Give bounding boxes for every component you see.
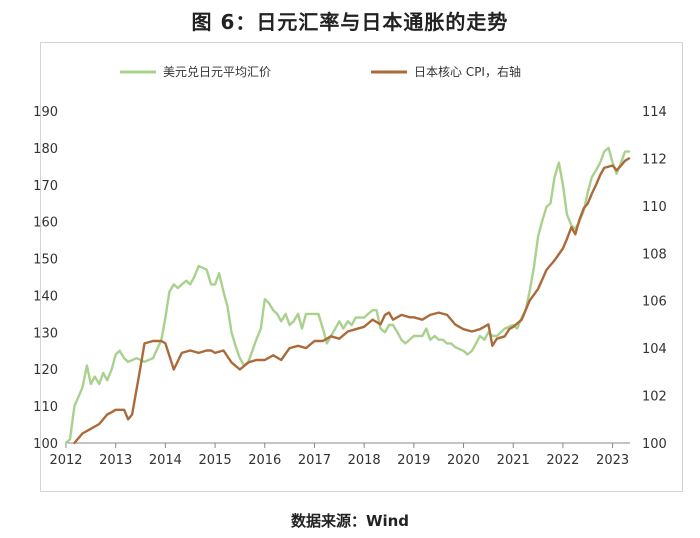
x-tick-label: 2016 (248, 453, 281, 468)
y-right-tick-label: 112 (642, 152, 667, 167)
x-tick-label: 2023 (596, 453, 629, 468)
legend-label-core-cpi: 日本核心 CPI，右轴 (414, 64, 521, 79)
y-right-tick-label: 110 (642, 200, 667, 215)
x-tick-label: 2018 (348, 453, 381, 468)
y-left-tick-label: 140 (33, 289, 58, 304)
y-left-tick-label: 100 (33, 437, 58, 452)
series-line-core-cpi (73, 157, 631, 445)
y-left-tick-label: 180 (33, 142, 58, 157)
x-tick-label: 2019 (397, 453, 430, 468)
y-right-tick-label: 106 (642, 295, 667, 310)
x-tick-label: 2015 (199, 453, 232, 468)
y-left-tick-label: 160 (33, 216, 58, 231)
x-tick-label: 2017 (298, 453, 331, 468)
y-left-tick-label: 120 (33, 363, 58, 378)
x-tick-label: 2014 (149, 453, 182, 468)
x-tick-label: 2021 (497, 453, 530, 468)
x-tick-label: 2020 (447, 453, 480, 468)
x-tick-label: 2022 (546, 453, 579, 468)
line-chart: 美元兑日元平均汇价 日本核心 CPI，右轴 2012 2013 2014 2015 20… (33, 64, 667, 468)
chart-frame (40, 42, 683, 492)
legend: 美元兑日元平均汇价 日本核心 CPI，右轴 (120, 64, 521, 79)
y-left-tick-label: 150 (33, 253, 58, 268)
y-right-tick-label: 100 (642, 437, 667, 452)
series-line-exchange-rate (64, 146, 631, 445)
y-right-tick-label: 104 (642, 342, 667, 357)
legend-label-exchange-rate: 美元兑日元平均汇价 (163, 65, 271, 79)
y-right-tick-label: 108 (642, 247, 667, 262)
x-tick-label: 2012 (49, 453, 82, 468)
axes: 2012 2013 2014 2015 2016 2017 2018 2019 2020 2021… (33, 105, 667, 468)
y-left-tick-label: 170 (33, 179, 58, 194)
chart-title: 图 6：日元汇率与日本通胀的走势 (191, 10, 509, 34)
y-right-tick-label: 114 (642, 105, 667, 120)
y-left-tick-label: 110 (33, 400, 58, 415)
y-right-tick-label: 102 (642, 390, 667, 405)
x-tick-label: 2013 (99, 453, 132, 468)
source-note: 数据来源：Wind (290, 512, 410, 530)
series-layer (64, 146, 631, 445)
y-left-tick-label: 130 (33, 326, 58, 341)
y-left-tick-label: 190 (33, 105, 58, 120)
